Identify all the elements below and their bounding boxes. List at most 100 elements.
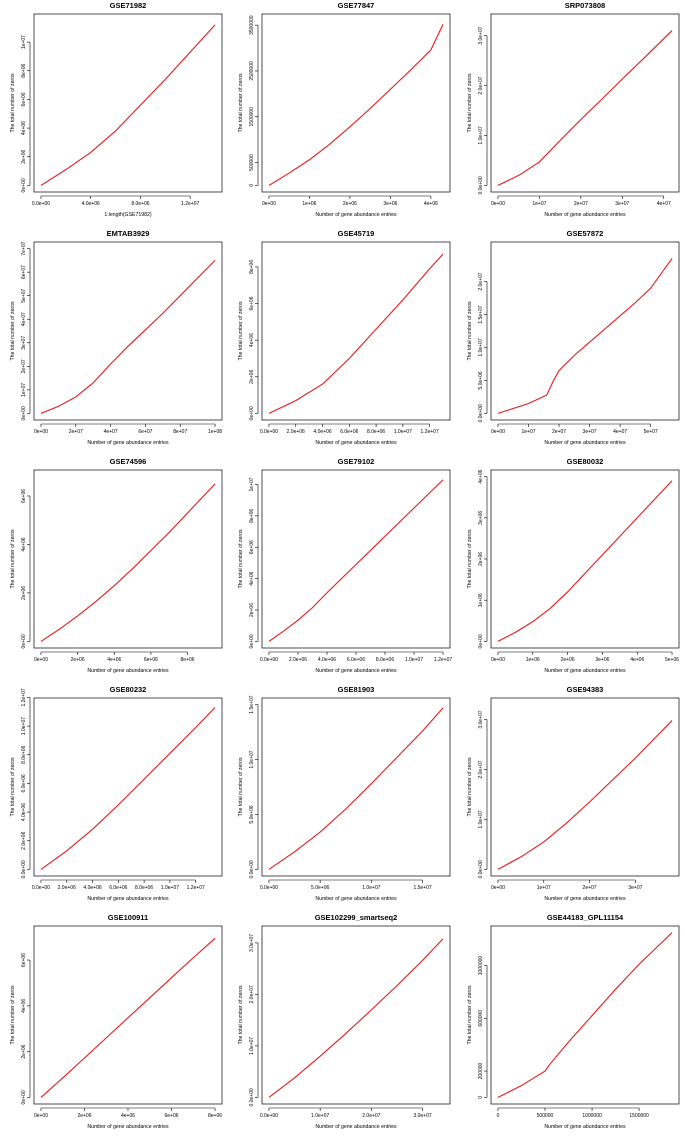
plot-frame bbox=[261, 697, 451, 877]
x-tick-label: 6.0e+06 bbox=[340, 429, 358, 435]
chart-svg: GSE102299_smartseq2 0.0e+00 1.0e+07 2.0e+07… bbox=[238, 913, 451, 1130]
y-tick-label: 0 bbox=[249, 184, 255, 187]
y-tick-label: 3500000 bbox=[249, 15, 255, 35]
x-axis-label: 1:length(GSE71982) bbox=[104, 212, 152, 218]
y-tick-label: 1.0e+07 bbox=[478, 126, 484, 144]
x-tick-label: 2e+07 bbox=[574, 201, 588, 207]
x-axis: 0.0e+00 5.0e+06 1.0e+07 1.5e+07 bbox=[260, 879, 432, 891]
x-tick-label: 0e+00 bbox=[491, 657, 505, 663]
chart-title: GSE94383 bbox=[567, 685, 604, 694]
x-tick-label: 4e+06 bbox=[121, 1113, 135, 1119]
y-tick-label: 4e+07 bbox=[21, 312, 27, 326]
x-axis-label: Number of gene abundance entries bbox=[544, 212, 626, 218]
series-line bbox=[497, 258, 673, 414]
y-tick-label: 0.0e+00 bbox=[478, 176, 484, 194]
y-tick-label: 3.0e+07 bbox=[478, 710, 484, 728]
x-tick-label: 1.0e+07 bbox=[394, 429, 412, 435]
y-axis-label: The total number of zeros bbox=[10, 757, 16, 817]
x-tick-label: 3e+07 bbox=[628, 885, 642, 891]
y-tick-label: 2.0e+07 bbox=[478, 76, 484, 94]
chart-panel: GSE57872 0e+00 1e+07 2e+07 3e+07 4e+07 5e+07 0.… bbox=[457, 228, 685, 456]
chart-svg: GSE44183_GPL11154 0 500000 1000000 1500000 0 2… bbox=[467, 913, 680, 1130]
y-axis: 0 500000 1500000 2500000 3500000 bbox=[249, 15, 259, 187]
y-tick-label: 0e+00 bbox=[249, 406, 255, 420]
y-axis: 0e+00 2e+06 4e+06 6e+06 bbox=[21, 489, 31, 648]
x-tick-label: 0e+00 bbox=[491, 429, 505, 435]
y-tick-label: 1500000 bbox=[249, 107, 255, 127]
chart-panel: GSE45719 0.0e+00 2.0e+06 4.0e+06 6.0e+06 8.0e… bbox=[228, 228, 456, 456]
x-tick-label: 5e+07 bbox=[644, 429, 658, 435]
series-line bbox=[497, 932, 673, 1098]
x-tick-label: 0e+00 bbox=[491, 885, 505, 891]
series-line bbox=[40, 483, 216, 642]
x-axis: 0 500000 1000000 1500000 bbox=[497, 1107, 649, 1119]
y-tick-label: 6e+06 bbox=[21, 92, 27, 106]
x-tick-label: 0.0e+00 bbox=[260, 429, 278, 435]
y-axis-label: The total number of zeros bbox=[467, 301, 473, 361]
y-tick-label: 2.0e+07 bbox=[249, 985, 255, 1003]
chart-title: GSE71982 bbox=[110, 1, 147, 10]
y-tick-label: 5e+07 bbox=[21, 288, 27, 302]
x-axis: 0.0e+00 2.0e+06 4.0e+06 6.0e+06 8.0e+06 1.0e+… bbox=[260, 423, 439, 435]
y-axis: 0.0e+00 1.0e+07 2.0e+07 3.0e+07 bbox=[478, 26, 488, 195]
y-tick-label: 6e+06 bbox=[21, 953, 27, 967]
y-axis-label: The total number of zeros bbox=[238, 301, 244, 361]
y-tick-label: 3.0e+07 bbox=[478, 26, 484, 44]
chart-panel: GSE80032 0e+00 1e+06 2e+06 3e+06 4e+06 5e+06 0e… bbox=[457, 456, 685, 684]
x-tick-label: 1.0e+07 bbox=[362, 885, 380, 891]
x-axis-label: Number of gene abundance entries bbox=[315, 440, 397, 446]
y-tick-label: 4e+06 bbox=[21, 121, 27, 135]
x-tick-label: 8.0e+06 bbox=[135, 885, 153, 891]
x-tick-label: 1e+07 bbox=[532, 201, 546, 207]
y-axis-label: The total number of zeros bbox=[238, 73, 244, 133]
x-tick-label: 0e+00 bbox=[34, 1113, 48, 1119]
x-tick-label: 1e+08 bbox=[208, 429, 222, 435]
x-tick-label: 0e+00 bbox=[262, 201, 276, 207]
x-axis-label: Number of gene abundance entries bbox=[87, 440, 169, 446]
chart-panel: GSE81903 0.0e+00 5.0e+06 1.0e+07 1.5e+07 0.0e… bbox=[228, 684, 456, 912]
x-tick-label: 4e+07 bbox=[613, 429, 627, 435]
plot-frame bbox=[490, 697, 680, 877]
y-tick-label: 6e+06 bbox=[21, 489, 27, 503]
chart-title: GSE57872 bbox=[567, 229, 604, 238]
y-tick-label: 0 bbox=[478, 1096, 484, 1099]
x-tick-label: 4e+06 bbox=[424, 201, 438, 207]
chart-panel: GSE79102 0.0e+00 2.0e+06 4.0e+06 6.0e+06 8.0e… bbox=[228, 456, 456, 684]
chart-title: GSE44183_GPL11154 bbox=[547, 913, 624, 922]
series-line bbox=[268, 707, 444, 870]
y-tick-label: 1.0e+07 bbox=[249, 750, 255, 768]
y-tick-label: 600000 bbox=[478, 1010, 484, 1027]
series-line bbox=[497, 720, 673, 870]
y-tick-label: 4.0e+06 bbox=[21, 803, 27, 821]
chart-panel: GSE80232 0.0e+00 2.0e+06 4.0e+06 6.0e+06 8.0e… bbox=[0, 684, 228, 912]
x-tick-label: 4e+07 bbox=[657, 201, 671, 207]
y-tick-label: 0.0e+00 bbox=[478, 404, 484, 422]
plot-frame bbox=[261, 241, 451, 421]
x-tick-label: 3e+06 bbox=[383, 201, 397, 207]
x-tick-label: 2e+07 bbox=[69, 429, 83, 435]
plot-frame bbox=[33, 241, 223, 421]
chart-svg: SRP073808 0e+00 1e+07 2e+07 3e+07 4e+07 0.0e+0… bbox=[467, 1, 680, 218]
x-axis-label: Number of gene abundance entries bbox=[87, 1124, 169, 1130]
y-axis: 0e+00 1e+06 2e+06 3e+06 4e+06 bbox=[478, 469, 488, 648]
chart-panel: GSE94383 0e+00 1e+07 2e+07 3e+07 0.0e+00 1.0e+… bbox=[457, 684, 685, 912]
y-tick-label: 1.0e+07 bbox=[478, 338, 484, 356]
x-axis-label: Number of gene abundance entries bbox=[544, 896, 626, 902]
x-tick-label: 4.0e+06 bbox=[313, 429, 331, 435]
x-tick-label: 0.0e+00 bbox=[260, 657, 278, 663]
x-axis: 0.0e+00 4.0e+06 8.0e+06 1.2e+07 bbox=[32, 195, 199, 207]
chart-panel: EMTAB3929 0e+00 2e+07 4e+07 6e+07 8e+07 1e+08 0… bbox=[0, 228, 228, 456]
chart-svg: GSE100911 0e+00 2e+06 4e+06 6e+06 8e+06 0e+00 2… bbox=[10, 913, 223, 1130]
chart-panel: GSE100911 0e+00 2e+06 4e+06 6e+06 8e+06 0e+00 2… bbox=[0, 912, 228, 1140]
x-axis: 0e+00 2e+07 4e+07 6e+07 8e+07 1e+08 bbox=[34, 423, 222, 435]
y-axis: 0.0e+00 2.0e+06 4.0e+06 6.0e+06 8.0e+06 1.0e+… bbox=[21, 688, 31, 879]
plot-frame bbox=[261, 13, 451, 193]
y-tick-label: 2e+06 bbox=[21, 586, 27, 600]
chart-title: GSE100911 bbox=[108, 913, 148, 922]
x-axis-label: Number of gene abundance entries bbox=[544, 440, 626, 446]
chart-svg: GSE77847 0e+00 1e+06 2e+06 3e+06 4e+06 0 500000… bbox=[238, 1, 451, 218]
plot-frame bbox=[490, 13, 680, 193]
